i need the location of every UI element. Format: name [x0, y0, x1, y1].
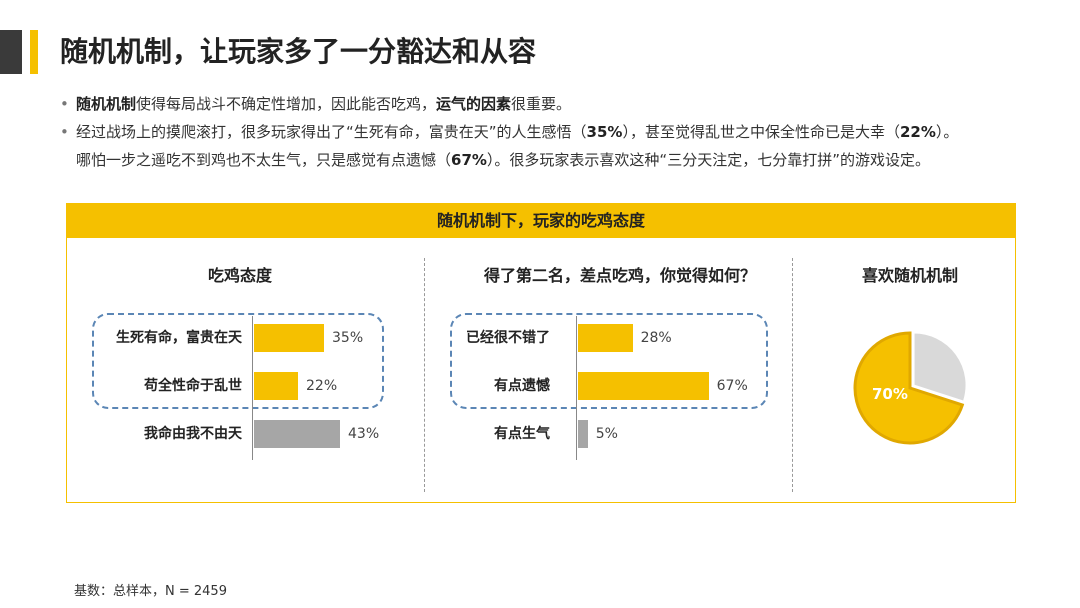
chart-1-category-label: 苟全性命于乱世: [144, 378, 242, 394]
chart-2-title: 得了第二名，差点吃鸡，你觉得如何？: [483, 266, 756, 285]
chart-1-bar: [254, 372, 298, 400]
column-separator-1: [424, 258, 425, 492]
column-separator-2: [792, 258, 793, 492]
bullet-dot-icon: •: [60, 123, 69, 141]
attitude-panel: 随机机制下，玩家的吃鸡态度: [66, 203, 1016, 503]
pie-chart-like-random: [848, 318, 978, 458]
sample-base-note: 基数：总样本，N = 2459: [74, 584, 227, 599]
chart-2-value-label: 5%: [595, 426, 618, 442]
chart-1-category-label: 我命由我不由天: [144, 426, 242, 442]
bullet-item-2: • 经过战场上的摸爬滚打，很多玩家得出了“生死有命，富贵在天”的人生感悟（35%）…: [60, 118, 1060, 146]
chart-2-highlight-box: [450, 313, 768, 409]
chart-2-axis: [576, 316, 577, 460]
bullet-1-text-2: 很重要。: [511, 95, 572, 113]
chart-2-bar: [578, 372, 709, 400]
bullet-2-pct-35: 35%: [586, 123, 623, 141]
bullet-2-text-e: ）。: [935, 123, 959, 141]
chart-3-title: 喜欢随机机制: [861, 266, 958, 285]
bullet-dot-icon: •: [60, 95, 69, 113]
title-accent-yellow-bar: [30, 30, 38, 74]
chart-1-value-label: 22%: [306, 378, 338, 394]
chart-2-bar: [578, 324, 633, 352]
chart-1-highlight-box: [92, 313, 384, 409]
bullet-2-text-c: ），甚至觉得乱世之中保全性命已是大幸（: [622, 123, 900, 141]
chart-1-bar: [254, 420, 340, 448]
page-title: 随机机制，让玩家多了一分豁达和从容: [60, 35, 537, 68]
title-accent-dark-bar: [0, 30, 22, 74]
bullet-1-text-1: 使得每局战斗不确定性增加，因此能否吃鸡，: [136, 95, 437, 113]
panel-header: 随机机制下，玩家的吃鸡态度: [67, 204, 1015, 238]
chart-1-title: 吃鸡态度: [207, 266, 272, 285]
chart-1-value-label: 43%: [348, 426, 380, 442]
pie-slice-other: [913, 332, 967, 402]
pie-value-label: 70%: [872, 385, 908, 403]
bullet-item-2-continued: 哪怕一步之遥吃不到鸡也不太生气，只是感觉有点遗憾（67%）。很多玩家表示喜欢这种…: [60, 146, 1060, 174]
chart-2-value-label: 28%: [640, 330, 672, 346]
bullet-2-pct-22: 22%: [899, 123, 936, 141]
bullet-2-pct-67: 67%: [451, 151, 487, 169]
bullet-list: • 随机机制使得每局战斗不确定性增加，因此能否吃鸡，运气的因素很重要。 • 经过战场…: [60, 90, 1060, 174]
bullet-2-text-a: 经过战场上的摸爬滚打，很多玩家得出了“生死有命，富贵在天”的人生感悟（: [76, 123, 587, 141]
pie-svg: [853, 331, 967, 445]
chart-1-axis: [252, 316, 253, 460]
chart-1-value-label: 35%: [332, 330, 364, 346]
chart-2-value-label: 67%: [716, 378, 748, 394]
chart-1-bar: [254, 324, 324, 352]
bullet-1-bold-1: 随机机制: [76, 95, 137, 113]
bullet-1-bold-2: 运气的因素: [436, 95, 512, 113]
chart-2-bar: [578, 420, 588, 448]
chart-1-category-label: 生死有命，富贵在天: [116, 330, 242, 346]
chart-2-category-label: 有点遗憾: [494, 378, 550, 394]
bullet-item-1: • 随机机制使得每局战斗不确定性增加，因此能否吃鸡，运气的因素很重要。: [60, 90, 1060, 118]
bullet-2-text-2c: ）。很多玩家表示喜欢这种“三分天注定，七分靠打拼”的游戏设定。: [486, 151, 930, 169]
pie-slice-like: [853, 331, 965, 445]
chart-2-category-label: 有点生气: [494, 426, 550, 442]
chart-2-category-label: 已经很不错了: [466, 330, 550, 346]
bullet-2-text-2a: 哪怕一步之遥吃不到鸡也不太生气，只是感觉有点遗憾（: [76, 151, 452, 169]
